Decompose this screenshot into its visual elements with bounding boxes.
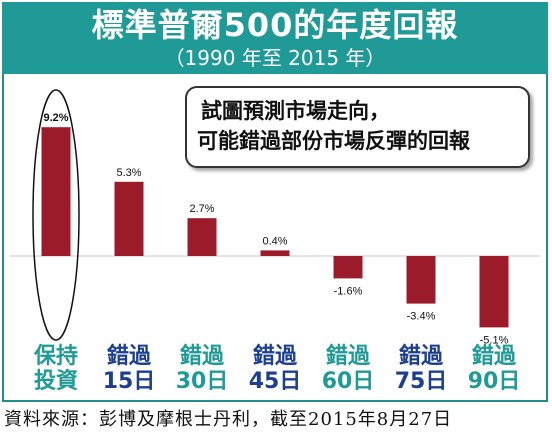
category-label-1: 錯過 15日 xyxy=(94,344,164,394)
data-label-2: 2.7% xyxy=(189,203,214,215)
category-label-6-line-1: 90日 xyxy=(467,369,521,394)
callout-line-1: 試圖預測市場走向， xyxy=(201,99,390,123)
source-note: 資料來源：彭博及摩根士丹利，截至2015年8月27日 xyxy=(4,409,453,430)
category-label-2-line-1: 30日 xyxy=(175,369,229,394)
category-label-5-line-1: 75日 xyxy=(394,369,448,394)
bar-2 xyxy=(187,218,217,256)
category-label-6: 錯過 90日 xyxy=(459,344,529,394)
chart-subtitle: （1990 年至 2015 年） xyxy=(164,46,386,70)
callout-box: 試圖預測市場走向， 可能錯過部份市場反彈的回報 xyxy=(185,86,530,168)
bar-4 xyxy=(333,256,363,279)
category-label-4-line-0: 錯過 xyxy=(325,344,370,369)
category-label-1-line-0: 錯過 xyxy=(106,344,151,369)
chart-title: 標準普爾500的年度回報 xyxy=(91,6,459,44)
data-label-5: -3.4% xyxy=(407,311,436,323)
bar-1 xyxy=(114,181,144,256)
category-label-4-line-1: 60日 xyxy=(321,369,375,394)
category-label-2-line-0: 錯過 xyxy=(179,344,224,369)
category-label-0: 保持 投資 xyxy=(21,344,91,394)
bar-5 xyxy=(406,256,436,304)
category-label-5: 錯過 75日 xyxy=(386,344,456,394)
data-label-3: 0.4% xyxy=(262,235,287,247)
category-label-5-line-0: 錯過 xyxy=(398,344,443,369)
category-label-1-line-1: 15日 xyxy=(102,369,156,394)
data-label-4: -1.6% xyxy=(334,285,363,297)
category-label-3-line-0: 錯過 xyxy=(252,344,297,369)
category-label-3: 錯過 45日 xyxy=(240,344,310,394)
data-label-1: 5.3% xyxy=(116,167,141,179)
category-label-0-line-0: 保持 xyxy=(33,344,78,369)
bar-3 xyxy=(260,250,290,256)
chart-header: 標準普爾500的年度回報 （1990 年至 2015 年） xyxy=(2,2,548,74)
category-label-3-line-1: 45日 xyxy=(248,369,302,394)
highlight-ellipse xyxy=(32,89,80,341)
data-label-6: -5.1% xyxy=(480,334,509,346)
category-label-4: 錯過 60日 xyxy=(313,344,383,394)
bar-6 xyxy=(479,256,509,328)
data-label-0: 9.2% xyxy=(43,112,68,124)
callout-line-2: 可能錯過部份市場反彈的回報 xyxy=(197,129,470,153)
category-label-2: 錯過 30日 xyxy=(167,344,237,394)
category-label-0-line-1: 投資 xyxy=(33,369,78,394)
category-label-6-line-0: 錯過 xyxy=(471,344,516,369)
bar-0 xyxy=(41,127,71,256)
